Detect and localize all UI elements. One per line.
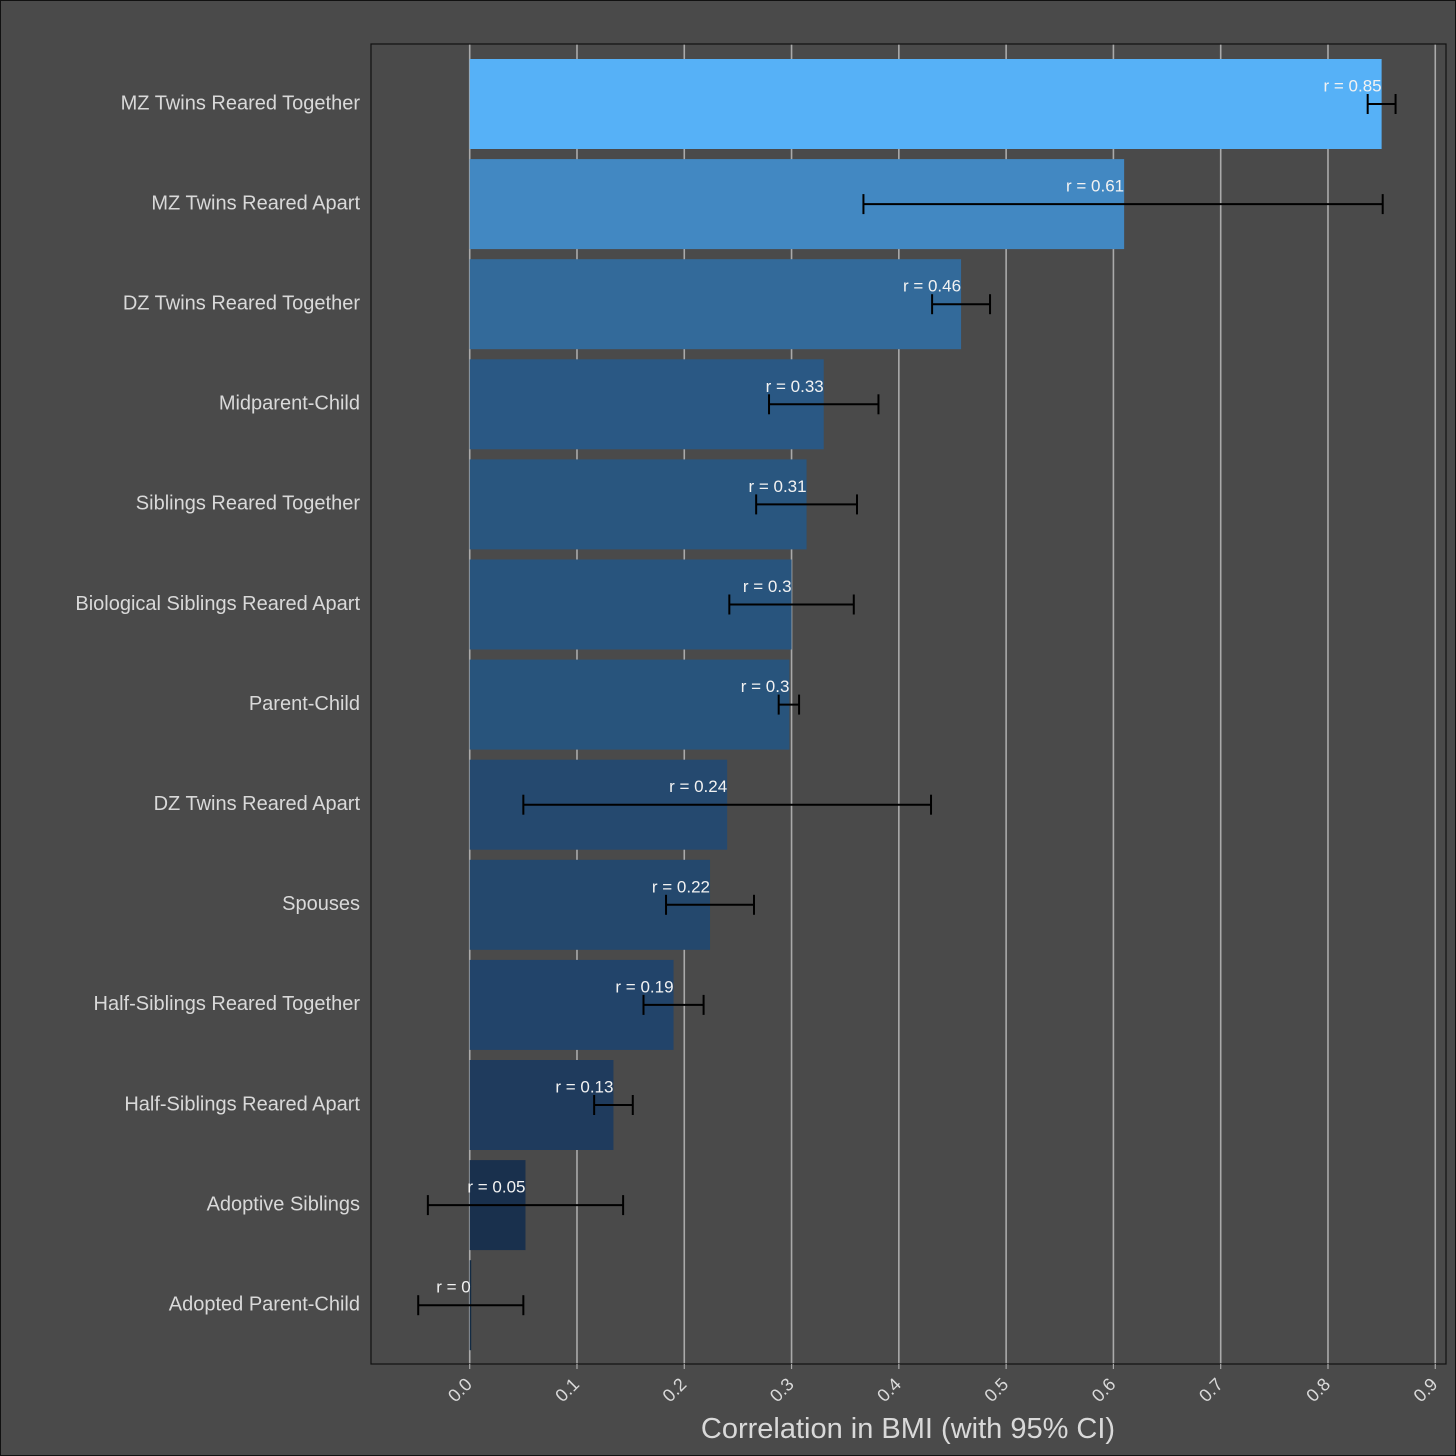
error-bar-adoptive-siblings bbox=[426, 1195, 625, 1216]
category-label-mz-twins-reared-apart: MZ Twins Reared Apart bbox=[151, 192, 360, 214]
category-label-half-siblings-reared-apart: Half-Siblings Reared Apart bbox=[124, 1093, 360, 1115]
bar-mz-twins-reared-together bbox=[469, 59, 1382, 149]
error-bar-adopted-parent-child bbox=[417, 1295, 525, 1316]
category-label-midparent-child: Midparent-Child bbox=[219, 393, 360, 415]
error-bar-dz-twins-reared-apart bbox=[522, 794, 933, 815]
error-bar-midparent-child bbox=[768, 394, 880, 415]
data-label-mz-twins-reared-apart: r = 0.61 bbox=[1066, 177, 1124, 196]
data-label-half-siblings-reared-apart: r = 0.13 bbox=[555, 1077, 613, 1096]
category-label-spouses: Spouses bbox=[282, 893, 360, 915]
error-bar-mz-twins-reared-together bbox=[1366, 94, 1397, 114]
data-label-midparent-child: r = 0.33 bbox=[766, 377, 824, 396]
category-label-adopted-parent-child: Adopted Parent-Child bbox=[169, 1293, 360, 1315]
category-label-biological-siblings-reared-apart: Biological Siblings Reared Apart bbox=[75, 593, 360, 615]
category-label-siblings-reared-together: Siblings Reared Together bbox=[136, 493, 361, 515]
data-label-mz-twins-reared-together: r = 0.85 bbox=[1324, 76, 1382, 95]
data-label-parent-child: r = 0.3 bbox=[741, 677, 790, 696]
category-label-dz-twins-reared-together: DZ Twins Reared Together bbox=[123, 292, 360, 314]
x-axis-title: Correlation in BMI (with 95% CI) bbox=[701, 1413, 1115, 1445]
category-label-dz-twins-reared-apart: DZ Twins Reared Apart bbox=[154, 793, 361, 815]
bar-dz-twins-reared-together bbox=[469, 259, 962, 350]
data-label-adoptive-siblings: r = 0.05 bbox=[467, 1178, 525, 1197]
error-bar-dz-twins-reared-together bbox=[931, 294, 992, 315]
bar-midparent-child bbox=[469, 359, 824, 450]
data-label-dz-twins-reared-apart: r = 0.24 bbox=[669, 777, 727, 796]
data-labels: r = 0.85 r = 0.61 r = 0.46 r = 0.33 r = 0.31… bbox=[436, 76, 1381, 1296]
data-label-biological-siblings-reared-apart: r = 0.3 bbox=[743, 577, 792, 596]
error-bars bbox=[417, 94, 1397, 1316]
bar-half-siblings-reared-together bbox=[469, 959, 674, 1050]
category-label-half-siblings-reared-together: Half-Siblings Reared Together bbox=[94, 993, 361, 1015]
error-bar-half-siblings-reared-apart bbox=[593, 1095, 634, 1115]
error-bar-half-siblings-reared-together bbox=[642, 994, 705, 1015]
data-label-dz-twins-reared-together: r = 0.46 bbox=[903, 277, 961, 296]
data-label-siblings-reared-together: r = 0.31 bbox=[748, 477, 806, 496]
y-axis-labels: MZ Twins Reared Together MZ Twins Reared … bbox=[75, 92, 360, 1315]
error-bar-spouses bbox=[665, 894, 756, 915]
category-label-mz-twins-reared-together: MZ Twins Reared Together bbox=[121, 92, 361, 114]
bar-parent-child bbox=[469, 659, 790, 750]
error-bar-parent-child bbox=[777, 694, 801, 715]
error-bar-mz-twins-reared-apart bbox=[862, 194, 1384, 215]
plot-panel-border bbox=[370, 43, 1447, 1365]
category-label-adoptive-siblings: Adoptive Siblings bbox=[207, 1193, 360, 1215]
category-label-parent-child: Parent-Child bbox=[249, 693, 360, 715]
data-label-half-siblings-reared-together: r = 0.19 bbox=[615, 977, 673, 996]
error-bar-siblings-reared-together bbox=[755, 494, 859, 515]
bar-siblings-reared-together bbox=[469, 459, 807, 550]
data-label-spouses: r = 0.22 bbox=[652, 877, 710, 896]
bar-half-siblings-reared-apart bbox=[469, 1060, 614, 1150]
error-bar-biological-siblings-reared-apart bbox=[728, 594, 855, 615]
data-label-adopted-parent-child: r = 0 bbox=[436, 1278, 471, 1297]
